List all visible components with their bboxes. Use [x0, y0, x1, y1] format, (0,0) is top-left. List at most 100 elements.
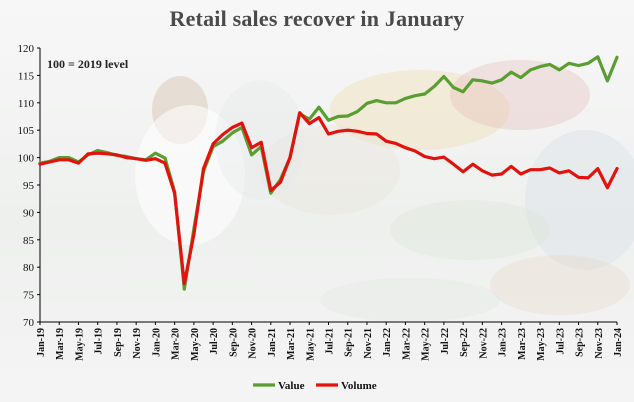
data-point-volume — [597, 167, 599, 170]
legend-label-value: Value — [278, 380, 305, 392]
x-tick-label: Sep-21 — [344, 328, 355, 357]
data-point-value — [308, 118, 311, 120]
data-point-volume — [414, 150, 416, 152]
x-tick-label: Sep-20 — [228, 328, 239, 357]
data-point-volume — [193, 233, 195, 236]
x-tick-label: Sep-19 — [113, 328, 124, 357]
data-point-value — [395, 102, 397, 104]
data-point-volume — [183, 282, 186, 285]
y-tick-label: 115 — [18, 70, 35, 82]
y-tick-label: 80 — [23, 262, 35, 274]
data-point-volume — [500, 173, 503, 175]
data-point-volume — [250, 146, 253, 149]
data-point-volume — [145, 159, 147, 162]
data-point-volume — [135, 157, 137, 160]
data-point-value — [221, 140, 224, 142]
x-tick-label: Mar-20 — [171, 328, 182, 360]
data-point-value — [270, 192, 272, 194]
data-point-volume — [116, 154, 118, 156]
y-tick-label: 95 — [23, 180, 35, 192]
data-point-volume — [48, 161, 51, 163]
data-point-volume — [202, 167, 205, 170]
y-tick-label: 70 — [23, 317, 35, 329]
data-point-value — [414, 94, 416, 97]
data-point-value — [529, 69, 532, 71]
data-point-value — [443, 75, 445, 78]
background-blur-5 — [490, 255, 630, 315]
x-tick-label: Mar-21 — [286, 328, 297, 360]
x-tick-label: Mar-19 — [55, 328, 66, 360]
data-point-volume — [212, 143, 214, 145]
data-point-value — [337, 115, 339, 118]
data-point-volume — [462, 171, 464, 173]
data-point-volume — [337, 130, 339, 133]
data-point-value — [327, 119, 330, 122]
data-point-value — [568, 62, 570, 65]
y-tick-label: 105 — [18, 125, 35, 137]
data-point-volume — [443, 156, 445, 158]
background-blur-1 — [450, 60, 590, 130]
data-point-volume — [68, 159, 70, 161]
data-point-value — [154, 152, 157, 154]
data-point-volume — [510, 165, 512, 168]
data-point-volume — [125, 156, 128, 159]
data-point-volume — [452, 163, 455, 165]
y-tick-label: 100 — [18, 153, 35, 165]
data-point-volume — [164, 162, 166, 164]
data-point-volume — [375, 133, 378, 135]
data-point-value — [356, 110, 359, 113]
data-point-value — [404, 97, 407, 100]
data-point-volume — [221, 133, 224, 136]
axes: 70 75 80 85 90 95 100 105 110 115 120 Jan-19 Mar-19 M… — [18, 43, 625, 361]
data-point-volume — [346, 129, 349, 131]
data-point-volume — [587, 177, 589, 179]
data-point-volume — [106, 153, 109, 155]
background-photo — [135, 60, 634, 322]
data-point-value — [481, 80, 484, 82]
data-point-volume — [529, 168, 532, 171]
data-point-volume — [270, 189, 272, 192]
x-tick-label: Nov-21 — [363, 328, 374, 359]
data-point-volume — [548, 167, 551, 169]
x-tick-label: Mar-22 — [401, 328, 412, 360]
data-point-volume — [577, 176, 580, 179]
x-tick-label: Jan-21 — [267, 328, 278, 357]
data-point-value — [500, 79, 503, 81]
data-point-value — [375, 99, 378, 102]
chart-annotation: 100 = 2019 level — [47, 57, 129, 71]
y-tick-label: 120 — [18, 43, 35, 55]
x-tick-label: Jul-19 — [94, 328, 105, 355]
data-point-value — [597, 56, 599, 58]
data-point-volume — [472, 163, 474, 165]
data-point-volume — [77, 162, 80, 164]
data-point-value — [164, 157, 166, 159]
data-point-volume — [154, 157, 157, 160]
data-point-value — [423, 93, 426, 95]
data-point-volume — [606, 186, 609, 189]
y-tick-label: 75 — [23, 290, 35, 302]
data-point-volume — [298, 111, 301, 114]
data-point-value — [510, 71, 512, 73]
data-point-value — [548, 63, 551, 66]
x-tick-label: Jul-21 — [325, 328, 336, 355]
x-tick-label: May-21 — [305, 328, 316, 361]
data-point-volume — [433, 157, 436, 160]
data-point-volume — [491, 174, 493, 176]
data-point-value — [520, 76, 522, 79]
data-point-volume — [241, 122, 243, 124]
data-point-volume — [395, 142, 397, 145]
data-point-value — [491, 82, 493, 84]
data-point-volume — [558, 172, 561, 174]
data-point-volume — [39, 163, 41, 165]
y-tick-label: 90 — [23, 207, 35, 219]
data-point-volume — [260, 141, 263, 144]
data-point-value — [96, 149, 99, 152]
data-point-value — [433, 85, 436, 88]
x-tick-label: Nov-23 — [594, 328, 605, 359]
data-point-volume — [568, 170, 570, 172]
background-blur-8 — [215, 80, 305, 200]
x-tick-label: Jan-20 — [151, 328, 162, 357]
x-tick-label: May-22 — [421, 328, 432, 361]
background-blur-4 — [260, 125, 400, 215]
